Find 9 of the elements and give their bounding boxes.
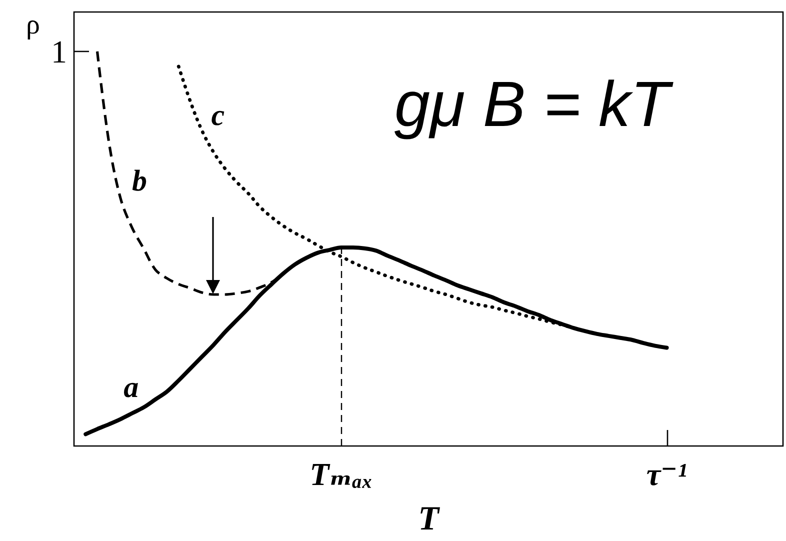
series-label: b bbox=[132, 164, 147, 198]
series-label: a bbox=[124, 370, 139, 404]
text: 1 bbox=[51, 33, 67, 70]
x-axis-title: T bbox=[418, 500, 440, 538]
annotation: gμ B = kT bbox=[394, 68, 674, 140]
x-tick-label: τ⁻¹ bbox=[646, 456, 688, 492]
x-tick-label: Tₘₐₓ bbox=[310, 456, 373, 492]
series-label: c bbox=[211, 98, 225, 132]
y-axis-title: ρ bbox=[26, 10, 40, 40]
